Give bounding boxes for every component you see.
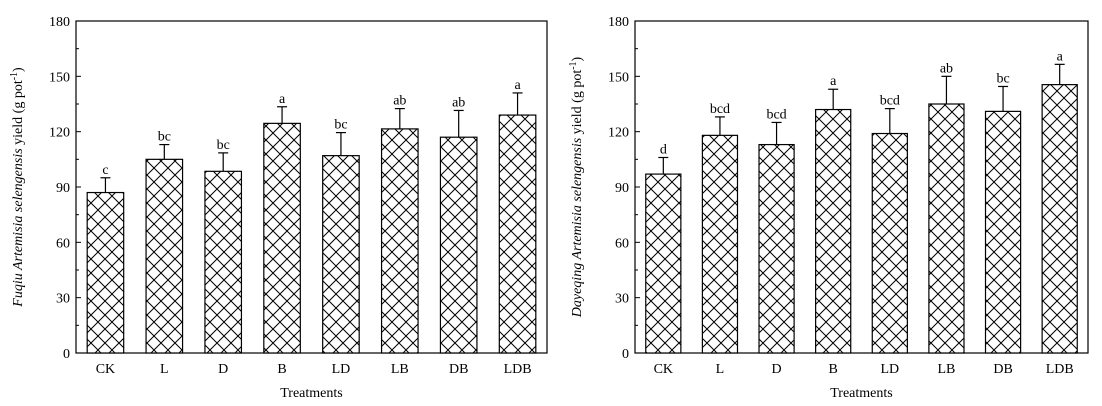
significance-label: a (279, 92, 286, 107)
y-axis-title: Fuqiu Artemisia selengensis yield (g pot… (9, 67, 27, 308)
bar-ldb (498, 114, 537, 354)
y-axis-title-part: ) (570, 56, 585, 61)
significance-label: a (830, 74, 837, 89)
significance-label: bcd (766, 107, 786, 122)
significance-label: bcd (880, 94, 900, 109)
x-tick-label: D (772, 362, 782, 377)
bar-lb (928, 103, 965, 354)
significance-label: d (660, 142, 667, 157)
y-tick-label: 0 (63, 347, 70, 362)
y-axis-title-part: Artemisia selengensis (570, 137, 585, 260)
x-tick-label: L (716, 362, 725, 377)
bar-ld (871, 132, 908, 354)
y-tick-label: 90 (615, 181, 629, 196)
bar-ld (322, 155, 360, 354)
significance-label: c (102, 163, 108, 178)
y-tick-label: 120 (608, 126, 629, 141)
significance-label: bc (996, 71, 1009, 86)
x-tick-label: LD (880, 362, 899, 377)
bar-ldb (1041, 84, 1078, 354)
bar-ck (645, 173, 682, 354)
x-tick-label: CK (96, 362, 115, 377)
significance-label: bc (158, 130, 171, 145)
y-tick-label: 150 (49, 70, 70, 85)
x-tick-label: LB (391, 362, 409, 377)
significance-label: bc (217, 138, 230, 153)
x-tick-label: LB (937, 362, 955, 377)
significance-label: ab (393, 94, 406, 109)
y-tick-label: 90 (56, 181, 70, 196)
x-axis-title: Treatments (280, 386, 342, 401)
x-tick-label: DB (993, 362, 1012, 377)
significance-label: a (514, 78, 521, 93)
y-axis-title-part: -1 (568, 61, 579, 69)
y-axis-title-part: yield (g pot (570, 70, 585, 138)
y-tick-label: 60 (615, 236, 629, 251)
x-tick-label: LDB (504, 362, 532, 377)
significance-label: a (1057, 49, 1064, 64)
x-tick-label: L (160, 362, 169, 377)
x-tick-label: B (277, 362, 286, 377)
significance-label: bcd (710, 102, 730, 117)
y-axis-title-part: -1 (9, 72, 20, 80)
x-tick-label: LD (332, 362, 351, 377)
y-tick-label: 0 (622, 347, 629, 362)
bar-lb (380, 128, 419, 354)
y-axis-title-part: Dayeqing (570, 260, 585, 319)
bar-l (145, 158, 184, 354)
bar-db (439, 136, 478, 354)
significance-label: ab (940, 61, 953, 76)
bar-l (701, 134, 739, 354)
y-tick-label: 180 (608, 15, 629, 30)
significance-label: bc (334, 118, 347, 133)
x-tick-label: D (218, 362, 228, 377)
y-tick-label: 120 (49, 126, 70, 141)
y-axis-title-part: Artemisia selengensis (11, 148, 26, 271)
x-axis-title: Treatments (830, 386, 892, 401)
bar-b (815, 108, 852, 354)
x-tick-label: B (829, 362, 838, 377)
bar-d (758, 143, 795, 354)
y-axis-title-part: yield (g pot (11, 80, 26, 148)
x-tick-label: DB (449, 362, 468, 377)
x-tick-label: CK (654, 362, 673, 377)
chart-panel-fuqiu: 0 30 60 90 120 150 180 c CK bc Lbc Da Bbc LD ab LB ab DB a… (9, 15, 548, 401)
y-axis-title: Dayeqing Artemisia selengensis yield (g … (568, 56, 586, 318)
bar-b (263, 122, 301, 354)
y-axis-title-part: ) (11, 67, 26, 72)
y-tick-label: 30 (56, 292, 70, 307)
y-axis-title-part: Fuqiu (11, 270, 26, 308)
bar-db (984, 110, 1022, 354)
bar-d (204, 170, 243, 354)
y-tick-label: 150 (608, 70, 629, 85)
y-tick-label: 30 (615, 292, 629, 307)
y-tick-label: 180 (49, 15, 70, 30)
bar-ck (86, 191, 125, 354)
y-tick-label: 60 (56, 236, 70, 251)
significance-label: ab (452, 95, 465, 110)
x-tick-label: LDB (1046, 362, 1074, 377)
